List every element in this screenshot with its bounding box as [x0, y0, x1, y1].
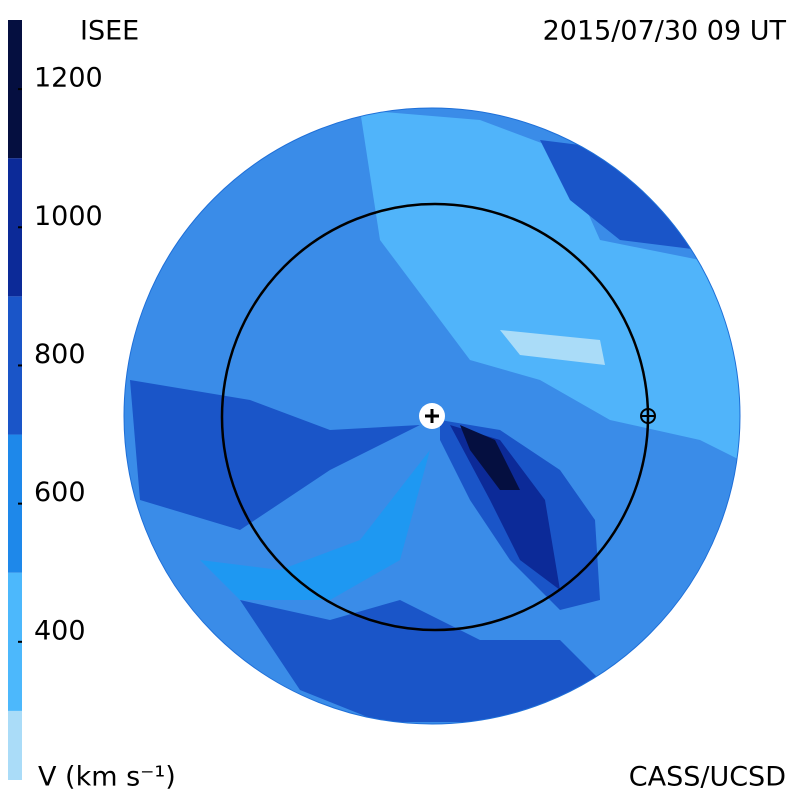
colorbar-band	[8, 296, 22, 435]
title: ISEE	[80, 16, 139, 47]
earth-cross	[641, 409, 655, 423]
map-region	[500, 330, 605, 365]
colorbar-tick-label: 400	[34, 615, 86, 646]
map-region	[540, 140, 700, 250]
credit: CASS/UCSD	[629, 762, 786, 793]
colorbar-tick-label: 1200	[34, 63, 103, 94]
map-region	[460, 425, 520, 490]
date: 2015/07/30 09 UT	[543, 16, 787, 47]
map-region	[130, 380, 420, 530]
colorbar-tick-label: 800	[34, 339, 86, 370]
colorbar-tick-label: 600	[34, 477, 86, 508]
colorbar-band	[8, 158, 22, 297]
colorbar-band	[8, 572, 22, 711]
sun-cross	[425, 409, 439, 423]
colorbar-tick-label: 1000	[34, 201, 103, 232]
colorbar-label: V (km s⁻¹)	[38, 762, 176, 793]
map-region	[360, 110, 740, 460]
map-edge	[123, 107, 741, 725]
colorbar-band	[8, 20, 22, 159]
colorbar-band	[8, 434, 22, 573]
colorbar-band	[8, 710, 22, 780]
map-region	[450, 425, 560, 590]
map-region	[200, 450, 430, 600]
map-region	[240, 600, 600, 722]
